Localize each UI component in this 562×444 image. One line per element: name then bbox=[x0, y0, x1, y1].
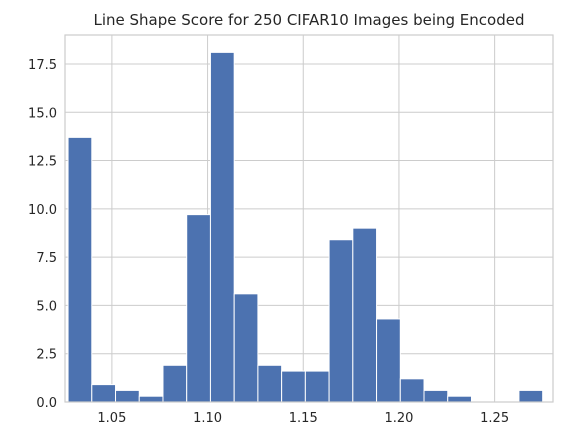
histogram-bar bbox=[352, 227, 378, 403]
y-tick-label: 15.0 bbox=[28, 106, 57, 121]
histogram-bar bbox=[281, 370, 306, 403]
histogram-bar bbox=[186, 214, 211, 403]
histogram-bar bbox=[91, 384, 117, 403]
y-tick-label: 2.5 bbox=[36, 348, 57, 363]
histogram-bar bbox=[328, 239, 354, 403]
histogram-bar bbox=[447, 395, 472, 403]
bar-layer bbox=[67, 51, 544, 403]
histogram-bar bbox=[162, 364, 188, 403]
histogram-bar bbox=[304, 370, 330, 403]
histogram-bar bbox=[67, 136, 93, 403]
x-tick-label: 1.20 bbox=[384, 411, 413, 426]
histogram-bar bbox=[518, 389, 544, 403]
y-tick-label: 5.0 bbox=[36, 299, 57, 314]
histogram-bar bbox=[115, 389, 140, 403]
histogram-bar bbox=[257, 364, 283, 403]
x-tick-label: 1.25 bbox=[480, 411, 509, 426]
grid-layer bbox=[65, 35, 553, 403]
histogram-bar bbox=[233, 293, 259, 403]
histogram-bar bbox=[399, 378, 425, 403]
y-tick-label: 17.5 bbox=[28, 58, 57, 73]
axes-frame bbox=[64, 34, 554, 403]
histogram-bar bbox=[138, 395, 164, 403]
y-tick-label: 10.0 bbox=[28, 203, 57, 218]
y-tick-label: 0.0 bbox=[36, 396, 57, 411]
histogram-bar bbox=[376, 318, 401, 403]
tick-label-layer: 1.05 1.10 1.15 1.20 1.25 0.0 2.5 5.0 7.5 10.0 12.5… bbox=[28, 58, 509, 426]
y-tick-label: 12.5 bbox=[28, 155, 57, 170]
histogram-bar bbox=[209, 51, 235, 403]
chart-title: Line Shape Score for 250 CIFAR10 Images … bbox=[94, 11, 525, 29]
x-tick-label: 1.10 bbox=[193, 411, 222, 426]
histogram-bar bbox=[423, 389, 449, 403]
x-tick-label: 1.15 bbox=[289, 411, 318, 426]
y-tick-label: 7.5 bbox=[36, 251, 57, 266]
x-tick-label: 1.05 bbox=[97, 411, 126, 426]
